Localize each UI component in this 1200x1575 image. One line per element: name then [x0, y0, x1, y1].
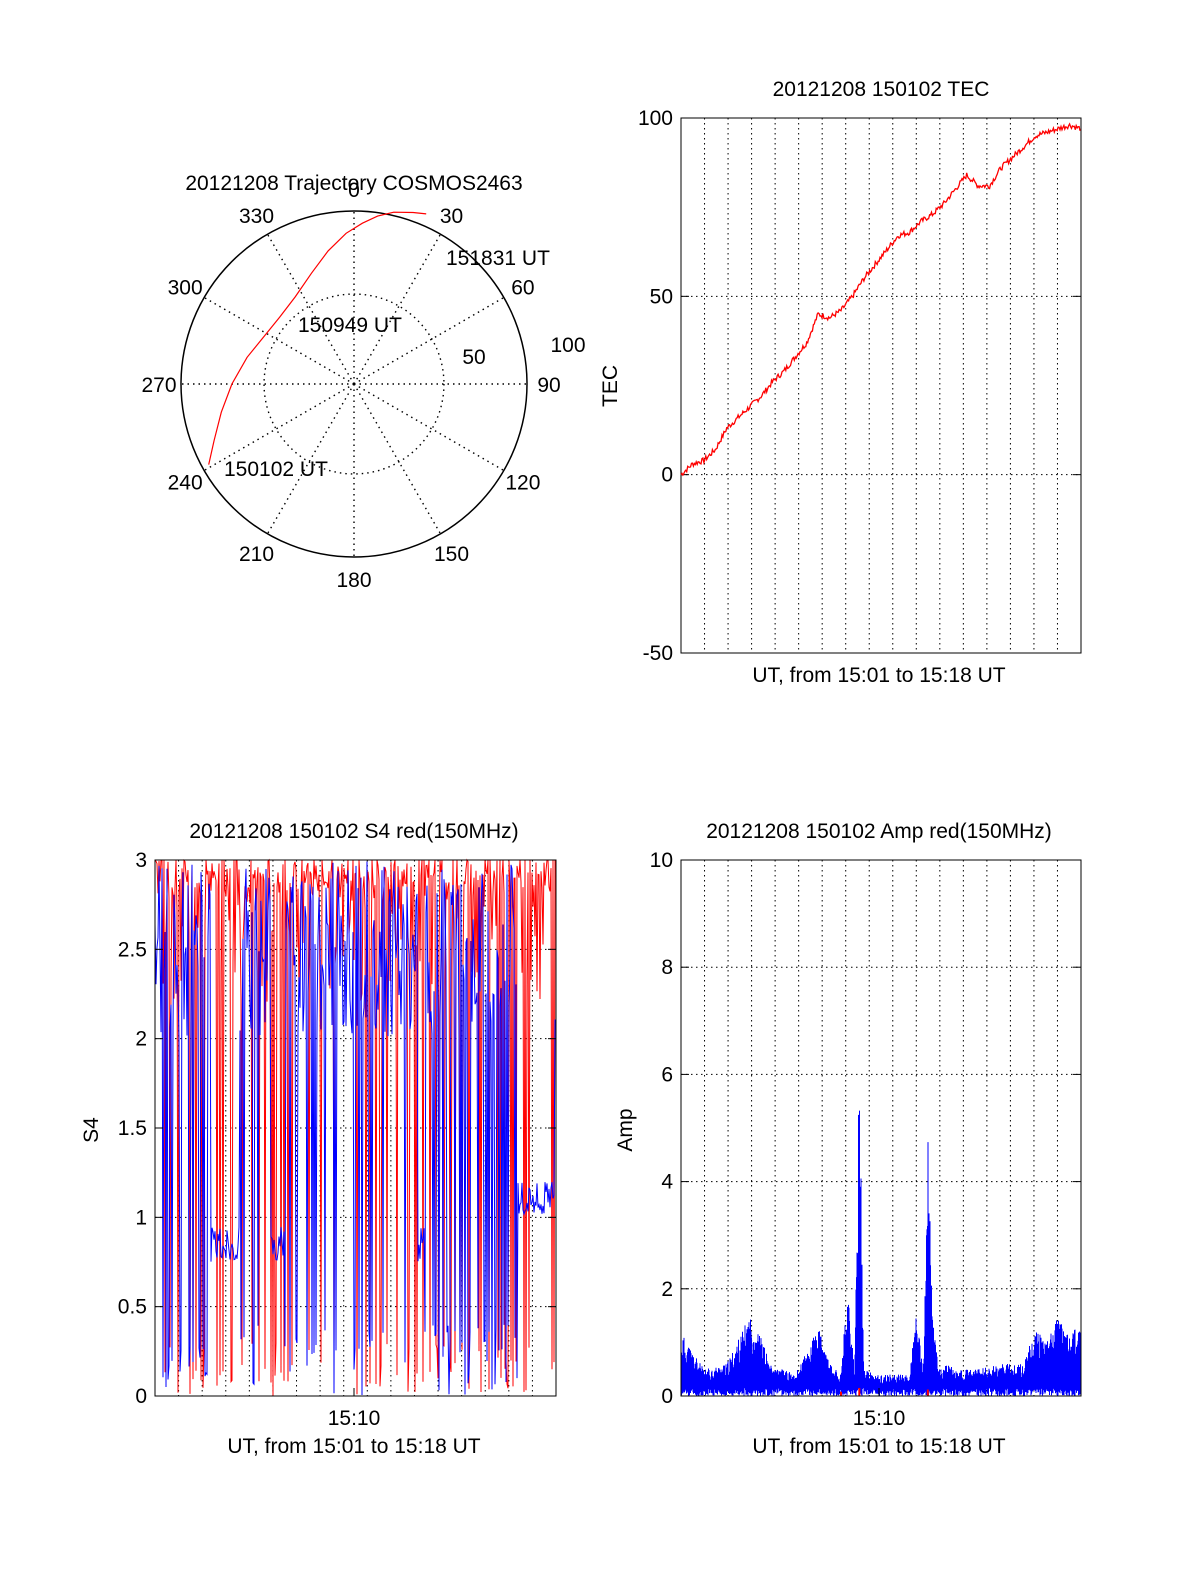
tec-x-axis-label: UT, from 15:01 to 15:18 UT [752, 664, 1005, 687]
amp-plot-frame [680, 859, 1082, 1397]
y-tick-label: -50 [643, 642, 673, 665]
polar-spoke [353, 383, 442, 535]
s4-y-ticks: 3 2.5 2 1.5 1 0.5 0 [118, 849, 556, 1408]
y-tick-label: 4 [661, 1171, 673, 1194]
polar-spoke [266, 383, 355, 535]
polar-angle-label: 60 [511, 277, 534, 300]
amp-x-axis-label: UT, from 15:01 to 15:18 UT [752, 1435, 1005, 1458]
s4-x-axis-label: UT, from 15:01 to 15:18 UT [227, 1435, 480, 1458]
polar-angle-label: 0 [348, 179, 360, 202]
amp-y-ticks: 10 8 6 4 2 0 [650, 849, 1081, 1408]
polar-spoke [203, 296, 355, 385]
y-tick-label: 0.5 [118, 1296, 147, 1319]
polar-title: 20121208 Trajectory COSMOS2463 [185, 172, 522, 195]
s4-x-tick-label: 15:10 [328, 1407, 381, 1430]
y-tick-label: 6 [661, 1063, 673, 1086]
polar-spoke [353, 296, 505, 385]
tec-y-ticks: 100 50 0 -50 [638, 107, 1081, 665]
y-tick-label: 10 [650, 849, 673, 872]
polar-angle-label: 210 [239, 543, 274, 566]
tec-y-axis-label: TEC [599, 365, 622, 407]
amp-blue-trace [680, 1110, 1082, 1396]
polar-angle-label: 300 [168, 277, 203, 300]
polar-chart: 20121208 Trajectory COSMOS2463 0 30 60 90 12… [141, 172, 585, 592]
polar-angle-label: 30 [440, 205, 463, 228]
y-tick-label: 100 [638, 107, 673, 130]
polar-radial-label-50: 50 [462, 346, 485, 369]
polar-angle-label: 330 [239, 205, 274, 228]
polar-angle-labels: 0 30 60 90 120 150 180 210 240 270 300 330 [141, 179, 560, 592]
tec-plot-frame [680, 117, 1082, 654]
polar-grid [181, 211, 527, 557]
s4-chart: 20121208 150102 S4 red(150MHz) 3 2.5 2 1.5 1… [80, 820, 557, 1458]
polar-annotation-start: 150102 UT [224, 458, 328, 481]
s4-blue-trace [154, 861, 556, 1396]
y-tick-label: 3 [135, 849, 147, 872]
polar-spoke [353, 233, 442, 385]
polar-angle-label: 120 [505, 472, 540, 495]
y-tick-label: 1.5 [118, 1117, 147, 1140]
y-tick-label: 1 [135, 1206, 147, 1229]
tec-title: 20121208 150102 TEC [773, 78, 990, 101]
tec-chart: 20121208 150102 TEC 100 50 0 -50 TEC UT, fr… [599, 78, 1082, 687]
y-tick-label: 0 [661, 464, 673, 487]
polar-angle-label: 240 [168, 472, 203, 495]
y-tick-label: 8 [661, 956, 673, 979]
polar-annotation-end: 151831 UT [446, 247, 550, 270]
s4-title: 20121208 150102 S4 red(150MHz) [189, 820, 518, 843]
amp-chart: 20121208 150102 Amp red(150MHz) 1086420 … [614, 820, 1082, 1458]
tec-grid [681, 118, 1081, 653]
y-tick-label: 2.5 [118, 938, 147, 961]
polar-outer-ring [180, 210, 528, 558]
amp-grid [681, 860, 1081, 1396]
polar-spoke [353, 383, 505, 472]
s4-y-axis-label: S4 [80, 1117, 103, 1143]
polar-angle-label: 180 [336, 569, 371, 592]
s4-traces [154, 858, 556, 1396]
polar-trajectory-line [208, 211, 427, 465]
amp-title: 20121208 150102 Amp red(150MHz) [706, 820, 1052, 843]
polar-angle-label: 150 [434, 543, 469, 566]
polar-spoke [266, 233, 355, 385]
y-tick-label: 0 [661, 1385, 673, 1408]
amp-x-tick-label: 15:10 [853, 1407, 906, 1430]
amp-traces [680, 1110, 1082, 1396]
amp-y-axis-label: Amp [614, 1108, 637, 1151]
y-tick-label: 2 [661, 1278, 673, 1301]
y-tick-label: 0 [135, 1385, 147, 1408]
polar-spoke [203, 383, 355, 472]
polar-annotation-mid: 150949 UT [298, 314, 402, 337]
polar-angle-label: 90 [537, 374, 560, 397]
y-tick-label: 50 [650, 285, 673, 308]
tec-series-line [680, 122, 1081, 477]
y-tick-label: 2 [135, 1028, 147, 1051]
polar-angle-label: 270 [141, 374, 176, 397]
polar-radial-label-100: 100 [550, 334, 585, 357]
